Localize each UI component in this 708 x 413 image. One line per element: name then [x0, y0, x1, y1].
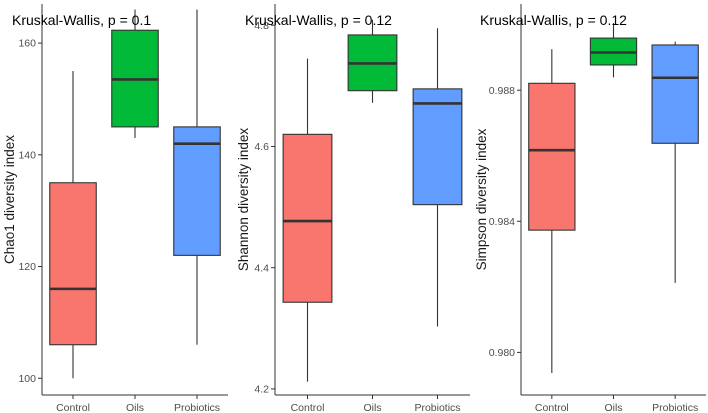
y-axis-title: Simpson diversity index	[474, 128, 489, 270]
iqr-box	[282, 133, 333, 303]
box-oils	[111, 9, 159, 139]
y-tick-label: 4.6	[254, 141, 269, 153]
x-tick-label: Control	[535, 402, 569, 413]
box-probiotics	[173, 9, 221, 345]
y-tick-label: 0.980	[489, 347, 515, 359]
iqr-box	[49, 182, 97, 346]
iqr-box	[528, 82, 576, 231]
panel-2: 4.2 4.4 4.6 4.8 Control Oils Probiotics Kruskal…	[236, 4, 470, 413]
y-tick-label: 160	[18, 38, 36, 50]
y-axis-title: Shannon diversity index	[236, 128, 251, 272]
y-tick-label: 140	[18, 149, 36, 161]
kruskal-wallis-annotation: Kruskal-Wallis, p = 0.12	[480, 12, 627, 28]
y-tick-label: 4.8	[254, 20, 269, 32]
x-tick-label: Probiotics	[652, 402, 698, 413]
kruskal-wallis-annotation: Kruskal-Wallis, p = 0.1	[12, 12, 151, 28]
x-tick-label: Oils	[604, 402, 622, 413]
y-tick-label: 0.988	[489, 85, 515, 97]
box-probiotics	[412, 28, 463, 327]
box-control	[49, 71, 97, 379]
x-tick-label: Control	[291, 402, 325, 413]
y-tick-label: 0.984	[489, 216, 515, 228]
x-tick-label: Control	[56, 402, 90, 413]
iqr-box	[412, 88, 463, 206]
y-tick-label: 100	[18, 373, 36, 385]
x-tick-label: Oils	[126, 402, 144, 413]
y-axis-title: Chao1 diversity index	[2, 135, 17, 264]
kruskal-wallis-annotation: Kruskal-Wallis, p = 0.12	[245, 12, 392, 28]
panel-3: 0.980 0.984 0.988 Control Oils Probiotics Krus…	[474, 4, 706, 413]
box-oils	[347, 19, 398, 103]
x-tick-label: Oils	[363, 402, 381, 413]
iqr-box	[173, 126, 221, 256]
y-tick-label: 4.4	[254, 262, 269, 274]
box-oils	[589, 23, 638, 78]
x-tick-label: Probiotics	[414, 402, 460, 413]
x-tick-label: Probiotics	[174, 402, 220, 413]
iqr-box	[651, 44, 699, 144]
box-control	[528, 49, 576, 374]
panel-1: 100 120 140 160 Control Oils Probiotics Kruskal…	[2, 4, 228, 413]
y-tick-label: 4.2	[254, 384, 269, 396]
box-probiotics	[651, 41, 699, 283]
y-tick-label: 120	[18, 261, 36, 273]
box-control	[282, 58, 333, 382]
